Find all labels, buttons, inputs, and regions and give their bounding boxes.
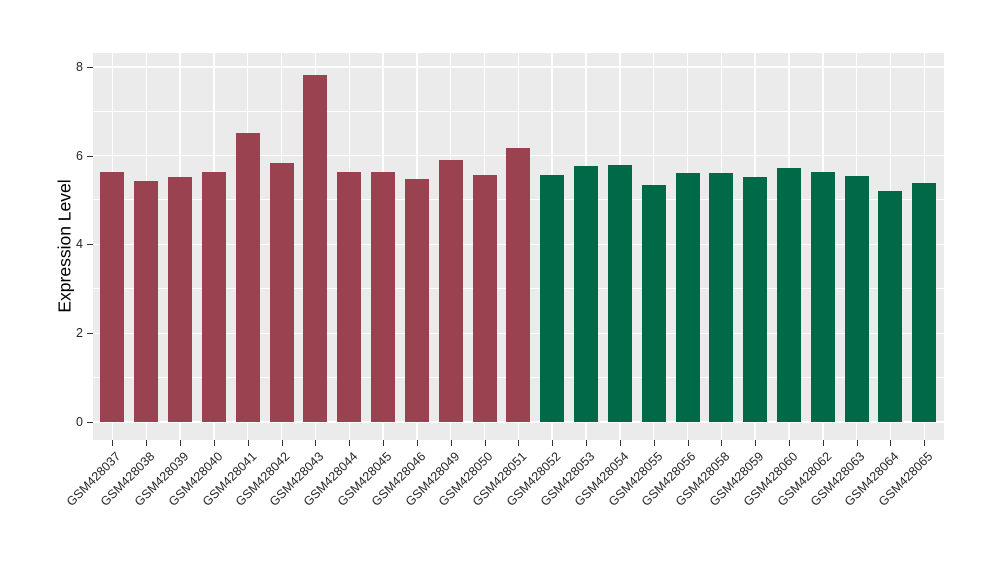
x-tick-mark: [924, 440, 926, 446]
bar-GSM428040: [201, 171, 226, 422]
bar-GSM428058: [709, 172, 734, 422]
bar-GSM428044: [337, 171, 362, 422]
y-tick-label: 4: [76, 237, 83, 252]
bar-GSM428065: [912, 183, 937, 422]
x-tick-mark: [721, 440, 723, 446]
y-tick-mark: [87, 66, 93, 68]
x-tick-mark: [822, 440, 824, 446]
bar-GSM428055: [641, 185, 666, 422]
x-tick-mark: [856, 440, 858, 446]
bar-GSM428053: [574, 165, 599, 422]
bar-GSM428051: [506, 147, 531, 422]
y-tick-mark: [87, 244, 93, 246]
gridline-major: [93, 66, 944, 68]
bar-GSM428050: [472, 174, 497, 422]
x-tick-mark: [112, 440, 114, 446]
y-tick-label: 8: [76, 59, 83, 74]
bar-GSM428046: [404, 178, 429, 422]
bar-GSM428037: [100, 171, 125, 422]
bar-GSM428054: [607, 164, 632, 422]
y-tick-label: 2: [76, 326, 83, 341]
bar-GSM428049: [438, 159, 463, 422]
bar-GSM428063: [844, 176, 869, 422]
plot-panel: [93, 53, 944, 440]
y-tick-label: 0: [76, 415, 83, 429]
x-tick-mark: [180, 440, 182, 446]
bar-GSM428064: [878, 190, 903, 422]
x-tick-mark: [789, 440, 790, 446]
x-tick-mark: [484, 440, 486, 446]
x-tick-mark: [146, 440, 148, 446]
x-tick-mark: [552, 440, 554, 446]
x-tick-mark: [383, 440, 385, 446]
x-tick-mark: [450, 440, 452, 446]
bar-GSM428045: [371, 171, 396, 422]
bar-GSM428059: [743, 177, 768, 422]
x-tick-mark: [349, 440, 351, 446]
bar-GSM428043: [303, 74, 328, 422]
y-tick-mark: [87, 422, 93, 423]
y-tick-mark: [87, 333, 93, 335]
x-tick-mark: [687, 440, 689, 446]
x-tick-mark: [890, 440, 892, 446]
x-tick-mark: [213, 440, 215, 446]
y-tick-mark: [87, 155, 93, 157]
x-tick-mark: [281, 440, 283, 446]
x-tick-mark: [315, 440, 317, 446]
x-tick-mark: [755, 440, 757, 446]
bar-GSM428056: [675, 173, 700, 422]
x-tick-mark: [247, 440, 249, 446]
x-tick-mark: [518, 440, 520, 446]
bar-GSM428052: [540, 174, 565, 422]
x-tick-mark: [619, 440, 621, 446]
x-tick-mark: [653, 440, 655, 446]
bar-GSM428038: [134, 181, 159, 422]
gridline-minor: [93, 110, 944, 112]
bar-GSM428042: [269, 162, 294, 422]
bar-GSM428062: [810, 172, 835, 422]
x-tick-mark: [586, 440, 588, 446]
bar-GSM428041: [235, 133, 260, 422]
bar-GSM428060: [777, 168, 801, 422]
bar-GSM428039: [168, 177, 193, 422]
x-tick-mark: [416, 440, 418, 446]
y-tick-label: 6: [76, 148, 83, 163]
gridline-major: [93, 421, 944, 423]
